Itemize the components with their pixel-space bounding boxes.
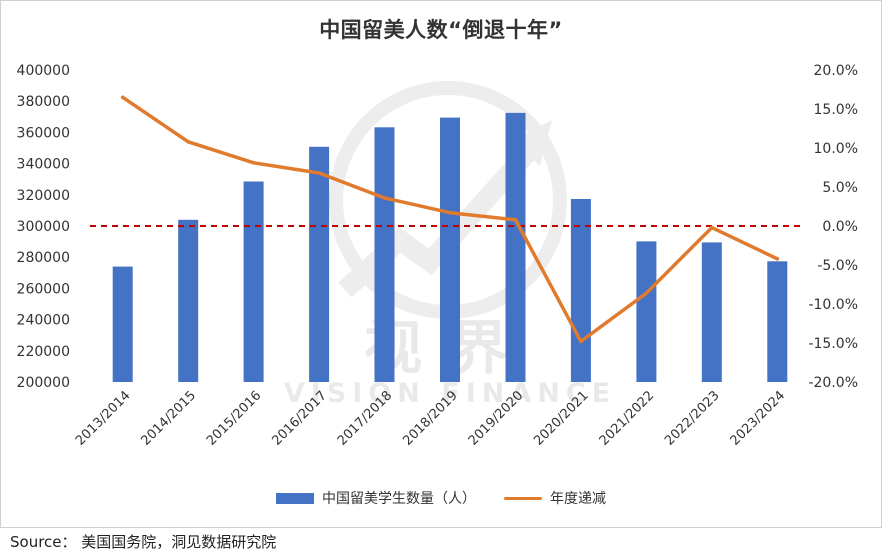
right-tick-label: 5.0% <box>822 180 858 196</box>
decline-point-2019-2020 <box>513 218 518 222</box>
bar-2018-2019 <box>440 117 460 382</box>
decline-point-2017-2018 <box>382 196 387 200</box>
legend-label-decline: 年度递减 <box>550 491 606 507</box>
left-tick-label: 260000 <box>17 281 70 297</box>
left-tick-label: 240000 <box>17 313 70 329</box>
left-tick-label: 340000 <box>17 157 70 173</box>
left-tick-label: 280000 <box>17 250 70 266</box>
x-tick-label: 2022/2023 <box>662 388 723 449</box>
right-tick-label: 10.0% <box>814 141 858 157</box>
decline-point-2014-2015 <box>186 140 190 144</box>
left-tick-label: 300000 <box>17 219 70 235</box>
decline-point-2021-2022 <box>644 291 649 295</box>
legend-item-decline: 年度递减 <box>504 488 606 508</box>
left-tick-label: 360000 <box>17 125 70 141</box>
chart-title: 中国留美人数“倒退十年” <box>319 18 563 42</box>
bar-2023-2024 <box>767 261 788 382</box>
x-tick-label: 2015/2016 <box>204 388 265 449</box>
decline-point-2016-2017 <box>317 171 321 175</box>
chart-plot: 视界 VISION FINANCE 2000002200002400002600… <box>17 63 858 449</box>
bar-2022-2023 <box>701 242 722 382</box>
bar-2014-2015 <box>178 219 199 382</box>
x-tick-label: 2023/2024 <box>728 388 789 449</box>
decline-point-2013-2014 <box>120 95 125 100</box>
left-tick-label: 320000 <box>17 188 70 204</box>
bar-2015-2016 <box>243 181 264 382</box>
x-tick-label: 2013/2014 <box>73 388 134 449</box>
right-tick-label: -5.0% <box>817 258 858 274</box>
left-tick-label: 200000 <box>17 375 70 391</box>
legend-item-students: 中国留美学生数量（人） <box>276 488 476 508</box>
legend-label-students: 中国留美学生数量（人） <box>322 491 476 507</box>
decline-point-2018-2019 <box>448 210 452 215</box>
x-tick-label: 2014/2015 <box>139 388 200 449</box>
watermark-text-en: VISION FINANCE <box>284 378 616 409</box>
bar-2017-2018 <box>374 127 395 382</box>
decline-point-2022-2023 <box>710 225 714 230</box>
right-tick-label: 15.0% <box>814 102 858 118</box>
left-tick-label: 400000 <box>17 63 70 79</box>
bar-2021-2022 <box>636 241 657 382</box>
right-tick-label: -10.0% <box>808 297 858 313</box>
decline-point-2023-2024 <box>775 257 780 261</box>
decline-point-2015-2016 <box>251 161 256 165</box>
bar-2016-2017 <box>309 146 330 382</box>
left-tick-label: 220000 <box>17 344 70 360</box>
right-tick-label: -15.0% <box>808 336 858 352</box>
left-tick-label: 380000 <box>17 94 70 110</box>
legend-swatch-bar <box>276 492 314 504</box>
right-tick-label: 20.0% <box>814 63 858 79</box>
decline-point-2020-2021 <box>579 339 583 344</box>
right-tick-label: -20.0% <box>808 375 858 391</box>
legend-swatch-line <box>504 496 542 500</box>
legend: 中国留美学生数量（人） 年度递减 <box>0 488 882 508</box>
bar-2019-2020 <box>505 112 526 383</box>
right-tick-label: 0.0% <box>822 219 858 235</box>
bar-2013-2014 <box>112 266 133 382</box>
source-note: Source： 美国国务院，洞见数据研究院 <box>10 533 277 551</box>
